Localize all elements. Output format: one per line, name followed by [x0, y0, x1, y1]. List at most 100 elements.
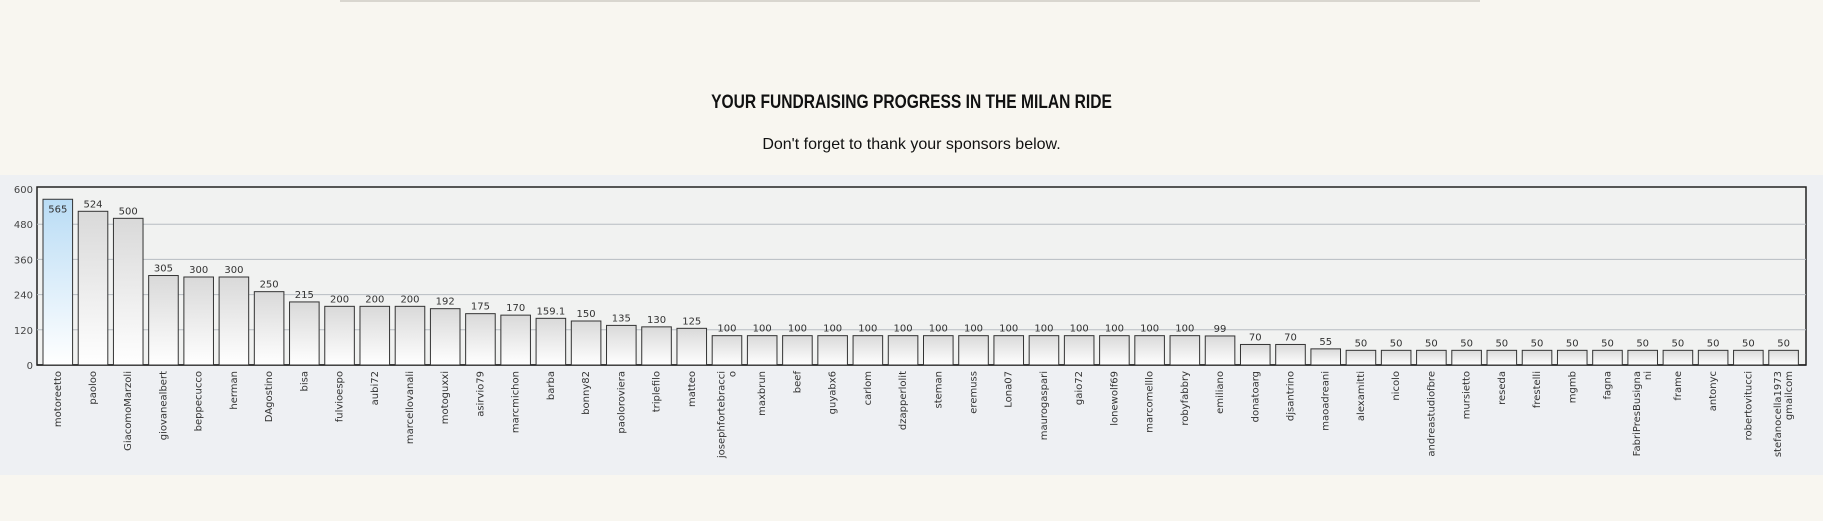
bar-value-label: 524 [83, 199, 102, 210]
x-category-label: herman [229, 371, 240, 410]
x-tick-label: eremuss [969, 371, 980, 414]
x-category-label: stefanocella1973 gmailcom [1773, 371, 1795, 457]
x-category-label: barba [546, 371, 557, 400]
bar-value-label: 100 [964, 324, 983, 335]
x-tick-label: marcomelllo [1145, 371, 1156, 433]
bar [1556, 349, 1588, 366]
y-tick-label: 600 [14, 185, 33, 196]
bar-value-label: 100 [788, 324, 807, 335]
x-category-label: dzapperlolit [898, 371, 909, 430]
x-category-label: paoloroviera [616, 371, 627, 434]
bar-value-label: 215 [295, 290, 314, 301]
bar [1697, 349, 1729, 366]
y-tick-label: 240 [14, 291, 33, 302]
x-category-label: maoadreani [1321, 371, 1332, 431]
x-tick-label: triplefilo [652, 371, 663, 412]
bar-value-label: 100 [1034, 324, 1053, 335]
x-tick-label: maxbrun [757, 371, 768, 416]
x-tick-label: josephfortebracci [716, 371, 727, 459]
bar [958, 335, 989, 366]
bar [112, 217, 144, 366]
x-tick-label: giovanealbert [158, 371, 169, 440]
bar-value-label: 200 [330, 294, 349, 305]
x-tick-label: ni [1643, 371, 1654, 380]
bar-value-label: 100 [1105, 324, 1124, 335]
x-tick-label: mgmb [1567, 371, 1578, 403]
x-tick-label: frame [1673, 371, 1684, 401]
bar [253, 291, 285, 366]
x-category-label: beef [792, 371, 803, 394]
bar [852, 335, 884, 366]
x-category-label: mgmb [1567, 371, 1578, 403]
bar-value-label: 200 [400, 294, 419, 305]
x-tick-label: andreastudiofbre [1426, 371, 1437, 457]
x-tick-label: nicolo [1391, 371, 1402, 401]
x-category-label: lonewolf69 [1109, 371, 1120, 426]
x-tick-label: carlom [863, 371, 874, 405]
bar-value-label: 192 [436, 297, 455, 308]
bar-value-label: 100 [894, 324, 913, 335]
x-tick-label: FabriPresBusigna [1632, 371, 1643, 456]
x-tick-label: fulvioespo [335, 371, 346, 422]
bar-value-label: 50 [1390, 338, 1403, 349]
x-category-label: andreastudiofbre [1426, 371, 1437, 457]
bar [1345, 349, 1377, 366]
x-tick-label: maurogaspari [1039, 371, 1050, 440]
x-category-label: triplefilo [652, 371, 663, 412]
x-tick-label: aubi72 [370, 371, 381, 405]
bar-value-label: 135 [612, 313, 631, 324]
bar [1275, 343, 1306, 366]
bar-value-label: 100 [717, 324, 736, 335]
x-tick-label: donatoarg [1250, 371, 1261, 422]
bar-value-label: 50 [1495, 338, 1508, 349]
bar-value-label: 100 [753, 324, 772, 335]
x-category-label: emiliano [1215, 371, 1226, 414]
x-tick-label: stefanocella1973 [1773, 371, 1784, 457]
bar-value-label: 70 [1284, 332, 1297, 343]
x-tick-label: guyabx6 [828, 371, 839, 414]
x-tick-label: antonyc [1708, 371, 1719, 411]
x-tick-label: herman [229, 371, 240, 410]
bar-chart: 0 120 240 360 480 600 565 motoreetto 524 paoloo 50… [14, 185, 1807, 459]
bar [641, 326, 672, 366]
x-category-label: robertovitucci [1743, 371, 1754, 440]
y-tick-label: 0 [27, 361, 33, 372]
x-category-label: gaio72 [1074, 371, 1085, 405]
bar [289, 301, 320, 366]
bar [746, 335, 778, 366]
x-tick-label: barba [546, 371, 557, 400]
bar [42, 198, 74, 366]
bar [782, 335, 813, 366]
x-tick-label: marcellovanali [405, 371, 416, 444]
bar [324, 305, 355, 366]
x-tick-label: robertovitucci [1743, 371, 1754, 440]
bar [676, 327, 708, 366]
bar [1662, 349, 1694, 366]
x-tick-label: lonewolf69 [1109, 371, 1120, 426]
bar [1768, 349, 1799, 366]
x-tick-label: bisa [299, 371, 310, 391]
x-category-label: beppecucco [194, 371, 205, 431]
bar [1451, 349, 1482, 366]
x-category-label: paoloo [88, 371, 99, 405]
bar [887, 335, 919, 366]
bar-value-label: 50 [1707, 338, 1720, 349]
x-tick-label: robyfabbry [1180, 371, 1191, 426]
bar-value-label: 130 [647, 315, 666, 326]
bar-value-label: 565 [48, 204, 67, 215]
x-category-label: djsantrino [1285, 371, 1296, 421]
x-category-label: asirvio79 [475, 371, 486, 417]
bar [465, 313, 496, 366]
bar [1521, 349, 1553, 366]
bar-value-label: 50 [1460, 338, 1473, 349]
x-category-label: frestelli [1532, 371, 1543, 408]
x-category-label: donatoarg [1250, 371, 1261, 422]
bar-value-label: 50 [1355, 338, 1368, 349]
x-tick-label: GiacomoMarzoli [123, 371, 134, 451]
x-tick-label: djsantrino [1285, 371, 1296, 421]
bar [1239, 343, 1271, 366]
bar [711, 335, 743, 366]
x-tick-label: bonny82 [581, 371, 592, 415]
x-category-label: guyabx6 [828, 371, 839, 414]
x-category-label: marcellovanali [405, 371, 416, 444]
